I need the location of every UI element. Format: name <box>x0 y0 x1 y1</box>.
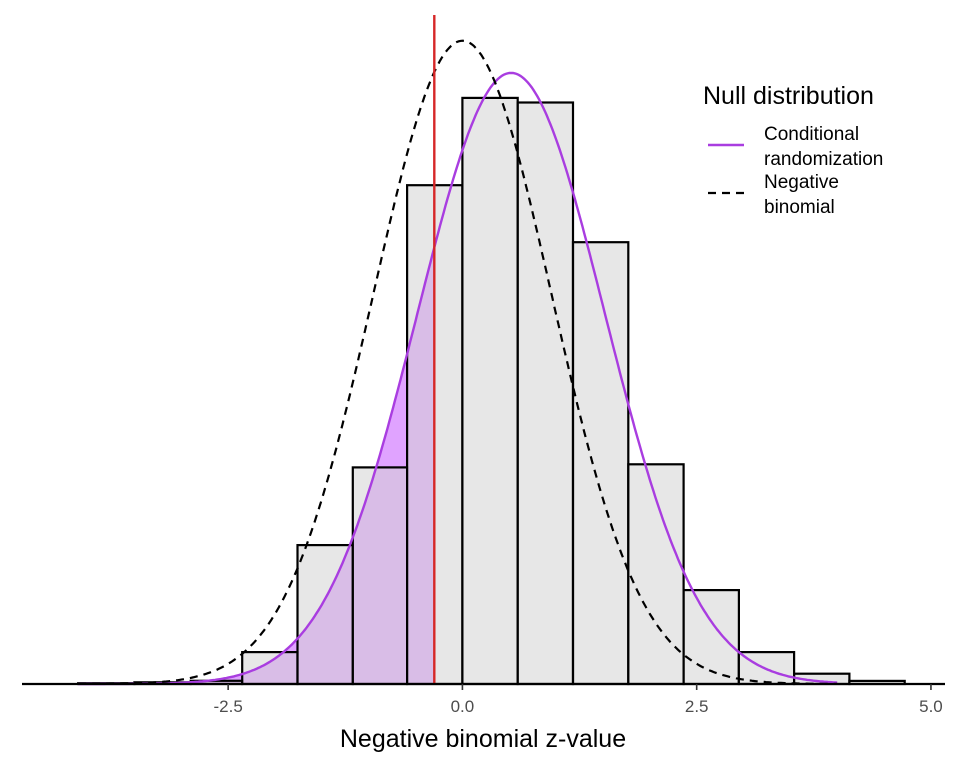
x-tick-label: 0.0 <box>451 697 475 716</box>
negative-binomial-curve <box>78 39 838 685</box>
x-ticks: -2.5 0.0 2.5 5.0 <box>214 684 943 716</box>
x-tick-label: 2.5 <box>685 697 709 716</box>
x-axis-title: Negative binomial z-value <box>340 725 626 753</box>
x-axis: -2.5 0.0 2.5 5.0 Negative binomial z-value <box>22 682 945 753</box>
legend-label-conditional-randomization-line-1: Conditional <box>764 124 859 145</box>
plot-panel <box>77 15 906 686</box>
x-tick-label: 5.0 <box>919 697 943 716</box>
histogram-bar <box>296 543 354 686</box>
legend-label-negative-binomial: Negative binomial <box>764 172 844 218</box>
histogram-bar <box>682 588 740 686</box>
conditional-randomization-curve <box>78 71 838 686</box>
histogram-bar <box>461 96 519 686</box>
legend-label-negative-binomial-line-1: Negative <box>764 172 839 193</box>
legend-label-conditional-randomization: Conditional randomization <box>764 124 883 170</box>
x-tick-label: -2.5 <box>214 697 243 716</box>
legend-label-negative-binomial-line-2: binomial <box>764 197 835 218</box>
legend-label-conditional-randomization-line-2: randomization <box>764 149 883 170</box>
histogram-bar <box>571 241 630 686</box>
legend: Null distribution Conditional randomizat… <box>703 82 883 218</box>
legend-title: Null distribution <box>703 82 874 110</box>
histogram-bar <box>351 466 409 686</box>
histogram-bar <box>241 650 299 686</box>
